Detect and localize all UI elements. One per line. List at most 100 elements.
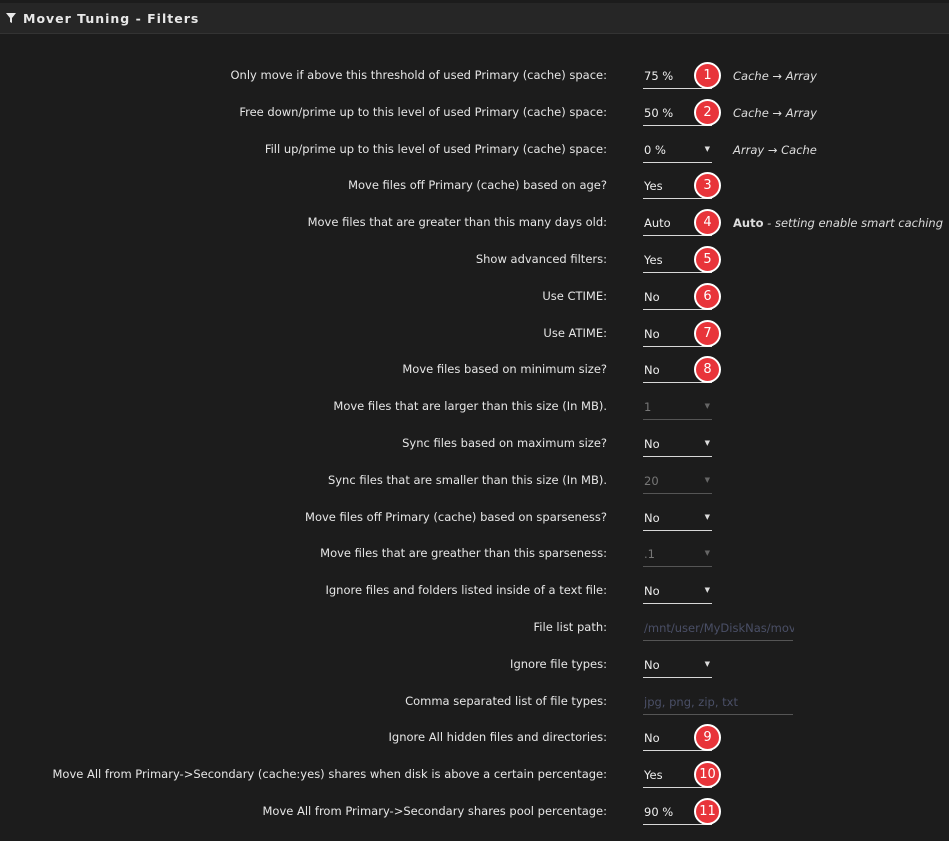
hint-note: Array → Cache	[733, 143, 817, 157]
number-badge: 11	[694, 798, 721, 825]
number-badge: 7	[694, 319, 721, 347]
setting-select[interactable]: 90 %	[643, 797, 712, 825]
number-badge: 6	[694, 282, 721, 310]
setting-label: Move All from Primary->Secondary (cache:…	[52, 767, 607, 782]
setting-select[interactable]: No	[643, 282, 712, 310]
setting-select[interactable]: No ▼	[643, 650, 712, 678]
setting-label: Use CTIME:	[542, 288, 607, 303]
selected-value: No	[644, 731, 660, 746]
selected-value: 1	[644, 400, 652, 415]
selected-value: 50 %	[644, 105, 674, 120]
setting-row: Move files that are larger than this siz…	[0, 392, 949, 422]
hint-text: Array → Cache	[733, 142, 817, 157]
setting-select[interactable]: 1 ▼	[643, 392, 712, 421]
setting-row: File list path: /mnt/user/MyDiskNas/mover…	[0, 613, 949, 643]
setting-row: Move files based on minimum size? No 8	[0, 355, 949, 385]
setting-label: File list path:	[533, 620, 607, 634]
setting-label: Use ATIME:	[543, 325, 607, 340]
section-title: Mover Tuning - Filters	[23, 10, 200, 26]
setting-row: Only move if above this threshold of use…	[0, 61, 949, 91]
setting-select[interactable]: No ▼	[643, 429, 712, 457]
dropdown-arrow-icon: ▼	[704, 659, 710, 668]
setting-label: Show advanced filters:	[475, 252, 607, 266]
dropdown-arrow-icon: ▼	[704, 475, 710, 484]
setting-label: Comma separated list of file types:	[405, 693, 607, 708]
setting-label: Ignore All hidden files and directories:	[388, 730, 607, 745]
input-placeholder: jpg, png, zip, txt	[644, 694, 738, 709]
dropdown-arrow-icon: ▼	[704, 549, 710, 558]
setting-select[interactable]: No	[643, 723, 712, 752]
setting-row: Sync files that are smaller than this si…	[0, 466, 949, 496]
setting-select[interactable]: .1 ▼	[643, 539, 712, 568]
hint-text: - setting enable smart caching	[763, 216, 944, 231]
setting-select[interactable]: 75 %	[643, 61, 712, 89]
setting-row: Free down/prime up to this level of used…	[0, 98, 949, 128]
selected-value: No	[644, 657, 660, 672]
setting-label: Sync files that are smaller than this si…	[327, 472, 607, 487]
hint-text: Cache → Array	[733, 105, 817, 120]
setting-select[interactable]: No	[643, 319, 712, 347]
setting-select[interactable]: 50 %	[643, 98, 712, 126]
setting-label: Ignore files and folders listed inside o…	[325, 583, 607, 598]
selected-value: .1	[644, 547, 655, 562]
selected-value: 90 %	[644, 805, 674, 819]
number-badge: 9	[694, 724, 721, 752]
setting-select[interactable]: Yes	[643, 760, 712, 789]
setting-label: Fill up/prime up to this level of used P…	[264, 141, 607, 156]
setting-label: Ignore file types:	[510, 656, 607, 671]
setting-label: Free down/prime up to this level of used…	[239, 104, 607, 119]
section-header[interactable]: Mover Tuning - Filters	[0, 3, 949, 34]
setting-select[interactable]: 20 ▼	[643, 466, 712, 494]
selected-value: No	[644, 437, 660, 451]
setting-row: Move files that are greater than this ma…	[0, 208, 949, 238]
setting-label: Move files off Primary (cache) based on …	[348, 178, 607, 193]
text-input[interactable]: /mnt/user/MyDiskNas/mover_ignore.txt	[643, 613, 794, 641]
setting-label: Move files that are larger than this siz…	[333, 399, 607, 414]
filter-icon	[6, 13, 16, 23]
setting-select[interactable]: No	[643, 355, 712, 384]
setting-select[interactable]: Yes	[643, 171, 712, 200]
setting-row: Show advanced filters: Yes 5	[0, 245, 949, 275]
text-input[interactable]: jpg, png, zip, txt	[643, 687, 793, 715]
setting-row: Ignore file types: No ▼	[0, 650, 949, 680]
setting-label: Only move if above this threshold of use…	[230, 68, 608, 82]
selected-value: No	[644, 584, 660, 599]
number-badge: 5	[694, 246, 721, 273]
setting-row: Use CTIME: No 6	[0, 282, 949, 312]
dropdown-arrow-icon: ▼	[704, 586, 710, 595]
number-badge: 1	[694, 62, 721, 89]
hint-text: Cache → Array	[733, 69, 817, 83]
setting-row: Ignore All hidden files and directories:…	[0, 723, 949, 753]
selected-value: Yes	[644, 179, 663, 194]
selected-value: No	[644, 289, 660, 304]
setting-select[interactable]: 0 % ▼	[643, 135, 712, 163]
selected-value: 0 %	[644, 142, 666, 157]
setting-select[interactable]: Auto	[643, 208, 712, 237]
hint-bold: Auto	[733, 216, 764, 231]
dropdown-arrow-icon: ▼	[704, 512, 710, 521]
setting-row: Comma separated list of file types: jpg, …	[0, 687, 949, 717]
dropdown-arrow-icon: ▼	[704, 439, 710, 447]
setting-select[interactable]: No ▼	[643, 503, 712, 531]
setting-label: Move files that are greather than this s…	[320, 546, 607, 561]
number-badge: 3	[694, 172, 721, 200]
selected-value: No	[644, 363, 660, 378]
setting-select[interactable]: No ▼	[643, 576, 712, 605]
number-badge: 8	[694, 356, 721, 384]
number-badge: 2	[694, 98, 721, 126]
setting-row: Move files off Primary (cache) based on …	[0, 503, 949, 533]
selected-value: 75 %	[644, 69, 674, 83]
setting-label: Move files based on minimum size?	[402, 362, 607, 377]
selected-value: Yes	[644, 253, 663, 267]
setting-row: Move files off Primary (cache) based on …	[0, 171, 949, 201]
setting-row: Use ATIME: No 7	[0, 319, 949, 349]
setting-label: Move files that are greater than this ma…	[307, 215, 607, 230]
setting-row: Move All from Primary->Secondary shares …	[0, 797, 949, 827]
setting-select[interactable]: Yes	[643, 245, 712, 273]
input-placeholder: /mnt/user/MyDiskNas/mover_ignore.txt	[644, 621, 794, 635]
selected-value: 20	[644, 473, 659, 488]
setting-row: Move files that are greather than this s…	[0, 539, 949, 569]
dropdown-arrow-icon: ▼	[704, 144, 710, 153]
hint-note: Cache → Array	[733, 106, 817, 120]
setting-label: Move files off Primary (cache) based on …	[305, 509, 607, 524]
